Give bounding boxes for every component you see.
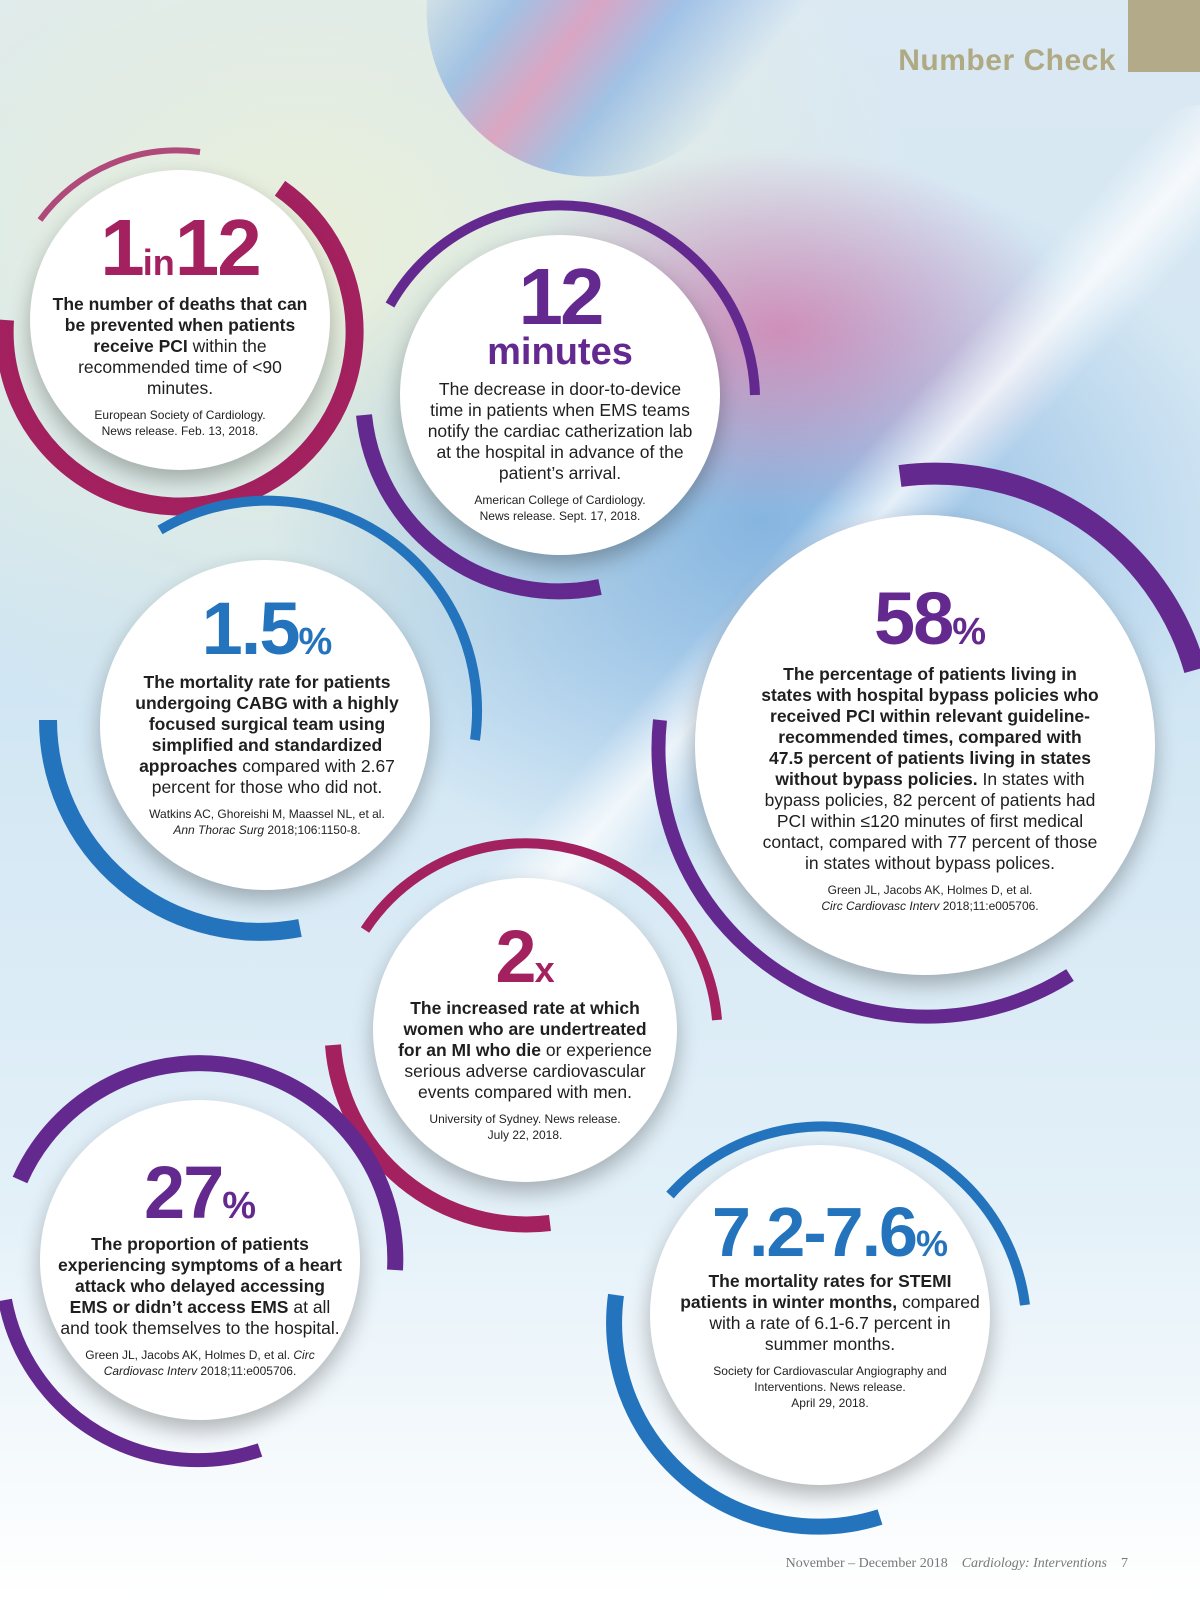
stat-value: 58% [760,582,1100,656]
stat-ring-arc [356,200,760,600]
stat-description-bold: The number of deaths that can be prevent… [52,294,308,356]
stat-content: 58% The percentage of patients living in… [760,582,1100,914]
stat-value-main: 58 [873,577,954,660]
stat-source: American College of Cardiology. News rele… [425,492,695,524]
stat-content: 12 minutes The decrease in door-to-devic… [425,257,695,524]
footer-publication-name: Cardiology: Interventions [961,1556,1107,1571]
stat-description: The proportion of patients experiencing … [58,1234,342,1339]
stat-value: 1.5% [122,592,412,666]
stat-source-line-2: News release. Feb. 13, 2018. [101,424,259,438]
stat-disc [695,515,1155,975]
stat-description: The decrease in door-to-device time in p… [427,379,693,483]
stat-disc [30,170,330,470]
stat-source-line-1: Society for Cardiovascular Angiography a… [713,1364,947,1394]
stat-source-line-1: University of Sydney. News release. [429,1112,621,1126]
stat-source: Green JL, Jacobs AK, Holmes D, et al. Cir… [760,882,1100,914]
stat-value-main: 12 [518,252,605,341]
stat-source-line-2: 2018;11:e005706. [942,899,1039,913]
stat-value-main: 27 [143,1151,224,1234]
stat-circle-1-5-percent: 1.5% The mortality rate for patients und… [39,495,482,941]
stat-source-line-1: Green JL, Jacobs AK, Holmes D, et al. [85,1348,291,1362]
stat-value-unit: % [298,621,333,663]
stat-source: Watkins AC, Ghoreishi M, Maassel NL, et … [122,806,412,838]
stat-circle-2x: 2x The increased rate at which women who… [325,830,725,1233]
stat-circle-12-minutes: 12 minutes The decrease in door-to-devic… [356,195,760,600]
stat-source-line-1: Watkins AC, Ghoreishi M, Maassel NL, et … [149,807,385,821]
stat-circle-27-percent: 27% The proportion of patients experienc… [0,1055,404,1468]
section-color-tab [1128,0,1200,72]
stat-content: 7.2-7.6% The mortality rates for STEMI p… [680,1197,980,1411]
stat-disc [373,878,677,1182]
stat-description-plain: In states with bypass policies, 82 perce… [762,769,1098,873]
stat-circle-58-percent: 58% The percentage of patients living in… [650,462,1200,1024]
stat-source-line-2: 2018;11:e005706. [200,1364,297,1378]
stat-description-plain: compared with 2.67 percent for those who… [151,756,395,797]
stat-value-unit: % [952,611,987,653]
stat-description: The percentage of patients living in sta… [760,664,1100,874]
stat-description-bold: The mortality rates for STEMI patients i… [680,1271,952,1312]
stat-description: The mortality rate for patients undergoi… [122,672,412,798]
stat-source-line-1: Green JL, Jacobs AK, Holmes D, et al. [827,883,1033,897]
stat-source-line-1: American College of Cardiology. [474,493,646,507]
stat-description-bold: The proportion of patients experiencing … [58,1234,342,1317]
stat-value-unit: % [915,1223,948,1264]
stat-content: 1.5% The mortality rate for patients und… [122,592,412,838]
footer-page-number: 7 [1121,1556,1128,1571]
stat-source-journal: Circ Cardiovasc Interv [821,899,940,913]
stat-source: University of Sydney. News release. July … [397,1111,653,1143]
stat-content: 27% The proportion of patients experienc… [58,1156,342,1379]
stat-circle-1-in-12: 1in12 The number of deaths that can be p… [0,140,364,516]
stat-description-plain: compared with a rate of 6.1-6.7 percent … [709,1292,980,1354]
stat-source-line-2: 2018;106:1150-8. [267,823,361,837]
stat-description: The number of deaths that can be prevent… [45,294,315,399]
stat-value: 7.2-7.6% [680,1197,980,1267]
stat-ring-arc [651,462,1200,1024]
stat-ring-arc [0,1055,404,1468]
stat-value-unit: minutes [487,331,633,373]
stat-disc [40,1100,360,1420]
stat-source-journal: Ann Thorac Surg [173,823,265,837]
stat-disc [650,1145,990,1485]
section-title: Number Check [898,44,1116,77]
stat-disc [100,560,430,890]
stat-description: The increased rate at which women who ar… [397,998,653,1103]
stat-source-line-2: News release. Sept. 17, 2018. [479,509,641,523]
stat-value-main: 1.5 [201,587,301,670]
stat-description-bold: The percentage of patients living in sta… [761,664,1099,789]
footer-issue-date: November – December 2018 [785,1556,948,1571]
stat-description-plain: or experience serious adverse cardiovasc… [404,1040,652,1102]
stat-ring-arc [0,147,364,516]
stat-value-unit: x [534,949,555,990]
stat-value-main: 2 [495,915,536,998]
stat-description-plain: within the recommended time of <90 minut… [78,336,282,398]
stat-content: 1in12 The number of deaths that can be p… [45,208,315,439]
stat-value: 27% [58,1156,342,1230]
stat-source-journal: Circ Cardiovasc Interv [103,1348,315,1378]
stat-value-join: in [142,242,175,283]
stat-ring-arc [606,1121,1030,1535]
stat-source: Green JL, Jacobs AK, Holmes D, et al. Ci… [58,1347,342,1379]
stat-value-unit: % [222,1185,257,1227]
page-footer: November – December 2018 Cardiology: Inte… [786,1556,1128,1572]
stat-disc [400,235,720,555]
stat-circle-7-2-7-6-percent: 7.2-7.6% The mortality rates for STEMI p… [606,1105,1030,1535]
stat-value-tail: 12 [174,203,262,292]
stat-source: Society for Cardiovascular Angiography a… [680,1363,980,1411]
stat-value: 2x [397,920,653,994]
stat-value: 1in12 [45,208,315,288]
stat-value-main: 1 [100,203,144,292]
stat-value-main: 7.2-7.6 [712,1193,918,1271]
stat-source-line-1: European Society of Cardiology. [94,408,266,422]
stat-content: 2x The increased rate at which women who… [397,920,653,1143]
stat-source: European Society of Cardiology. News rele… [45,407,315,439]
stat-description-bold: The mortality rate for patients undergoi… [135,672,399,776]
stat-description: The mortality rates for STEMI patients i… [680,1271,980,1355]
stat-source-line-2: April 29, 2018. [791,1396,869,1410]
stat-ring-arc [325,838,722,1233]
stat-description-bold: The increased rate at which women who ar… [398,998,647,1060]
stat-description-plain: at all and took themselves to the hospit… [60,1297,340,1338]
stat-source-line-2: July 22, 2018. [487,1128,563,1142]
stat-ring-arc [39,495,482,941]
